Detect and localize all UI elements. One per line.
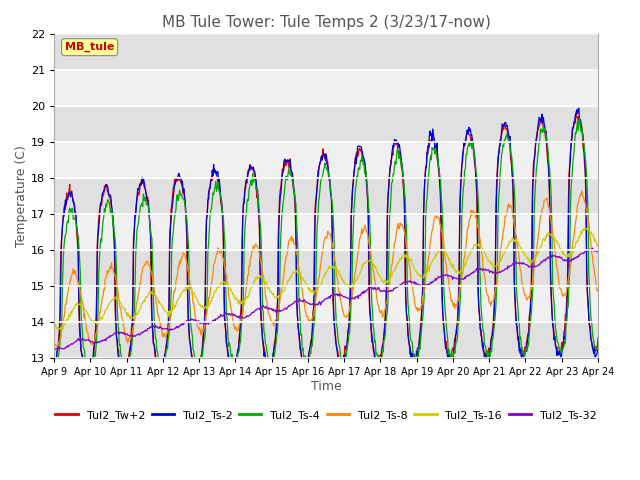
Tul2_Ts-8 (262, 297, 270, 302)
Tul2_Tw+2 (572, 110, 580, 116)
Y-axis label: Temperature (C): Temperature (C) (15, 145, 28, 247)
Tul2_Ts-16 (262, 279, 270, 285)
Text: MB_tule: MB_tule (65, 42, 115, 52)
Tul2_Ts-2 (262, 358, 270, 363)
Tul2_Ts-2 (115, 355, 122, 360)
Line: Tul2_Ts-16: Tul2_Ts-16 (54, 228, 598, 330)
Bar (54, 70, 598, 106)
Line: Tul2_Tw+2: Tul2_Tw+2 (54, 113, 598, 377)
Tul2_Ts-32 (594, 249, 602, 254)
Tul2_Ts-2 (50, 372, 58, 378)
Tul2_Tw+2 (413, 346, 421, 352)
Tul2_Tw+2 (50, 370, 58, 375)
Line: Tul2_Ts-2: Tul2_Ts-2 (54, 108, 598, 378)
Tul2_Tw+2 (383, 270, 390, 276)
Tul2_Tw+2 (84, 374, 92, 380)
Tul2_Ts-32 (588, 245, 596, 251)
Bar (54, 106, 598, 142)
Tul2_Ts-8 (215, 249, 223, 254)
Bar (54, 214, 598, 250)
Bar (54, 250, 598, 286)
Tul2_Ts-8 (115, 295, 122, 301)
Line: Tul2_Ts-4: Tul2_Ts-4 (54, 119, 598, 373)
Bar (54, 178, 598, 214)
Tul2_Ts-32 (262, 303, 270, 309)
Tul2_Ts-16 (50, 323, 58, 329)
Tul2_Ts-32 (115, 330, 122, 336)
Tul2_Ts-2 (413, 352, 421, 358)
Tul2_Tw+2 (215, 181, 223, 187)
Tul2_Ts-16 (594, 243, 602, 249)
Bar (54, 286, 598, 322)
Legend: Tul2_Tw+2, Tul2_Ts-2, Tul2_Ts-4, Tul2_Ts-8, Tul2_Ts-16, Tul2_Ts-32: Tul2_Tw+2, Tul2_Ts-2, Tul2_Ts-4, Tul2_Ts… (51, 406, 601, 425)
Tul2_Ts-8 (50, 343, 58, 349)
Tul2_Ts-4 (413, 353, 421, 359)
Tul2_Ts-16 (115, 298, 122, 303)
Tul2_Ts-4 (594, 345, 602, 351)
Tul2_Ts-32 (50, 344, 58, 350)
Tul2_Ts-2 (242, 186, 250, 192)
Tul2_Ts-2 (82, 375, 90, 381)
Tul2_Ts-16 (584, 225, 591, 231)
Tul2_Ts-32 (413, 281, 421, 287)
Tul2_Ts-4 (159, 371, 166, 376)
Tul2_Ts-16 (59, 327, 67, 333)
Tul2_Ts-4 (383, 312, 390, 318)
Tul2_Ts-4 (262, 342, 270, 348)
Tul2_Ts-32 (383, 289, 390, 295)
Tul2_Ts-16 (413, 271, 421, 277)
Tul2_Ts-16 (242, 297, 250, 303)
X-axis label: Time: Time (310, 380, 341, 393)
Tul2_Ts-8 (242, 291, 250, 297)
Tul2_Ts-8 (413, 305, 421, 311)
Tul2_Ts-8 (53, 343, 61, 349)
Bar (54, 34, 598, 70)
Tul2_Ts-4 (114, 318, 122, 324)
Tul2_Ts-4 (576, 116, 584, 121)
Bar (54, 322, 598, 358)
Tul2_Tw+2 (242, 180, 250, 186)
Tul2_Tw+2 (262, 356, 270, 361)
Tul2_Ts-2 (575, 105, 582, 111)
Tul2_Ts-32 (215, 314, 223, 320)
Tul2_Ts-2 (594, 342, 602, 348)
Tul2_Ts-32 (242, 314, 250, 320)
Tul2_Ts-4 (242, 216, 250, 222)
Line: Tul2_Ts-32: Tul2_Ts-32 (54, 248, 598, 349)
Tul2_Ts-2 (383, 288, 390, 294)
Tul2_Tw+2 (115, 347, 122, 353)
Tul2_Ts-16 (383, 280, 390, 286)
Bar (54, 142, 598, 178)
Tul2_Ts-16 (215, 285, 223, 290)
Tul2_Ts-8 (383, 300, 390, 306)
Tul2_Ts-8 (578, 188, 586, 194)
Line: Tul2_Ts-8: Tul2_Ts-8 (54, 191, 598, 346)
Tul2_Ts-4 (215, 186, 223, 192)
Tul2_Ts-32 (51, 347, 59, 352)
Tul2_Ts-8 (594, 287, 602, 293)
Tul2_Ts-4 (50, 367, 58, 372)
Tul2_Ts-2 (215, 179, 223, 184)
Title: MB Tule Tower: Tule Temps 2 (3/23/17-now): MB Tule Tower: Tule Temps 2 (3/23/17-now… (161, 15, 490, 30)
Tul2_Tw+2 (594, 335, 602, 341)
